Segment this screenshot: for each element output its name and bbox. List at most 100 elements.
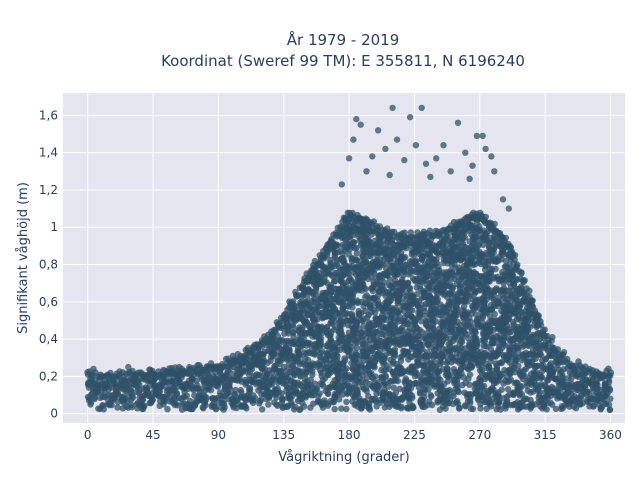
data-point xyxy=(491,310,498,318)
data-point xyxy=(242,381,249,388)
data-point xyxy=(518,269,525,276)
data-point xyxy=(343,398,350,406)
data-point xyxy=(279,396,286,403)
data-point xyxy=(372,373,379,380)
data-point xyxy=(259,406,266,413)
data-point xyxy=(340,254,347,262)
data-point xyxy=(409,307,416,314)
data-point xyxy=(193,377,200,384)
data-points xyxy=(84,104,615,414)
data-point xyxy=(482,213,489,221)
data-point xyxy=(402,318,409,325)
data-point xyxy=(537,318,544,325)
data-point xyxy=(429,377,436,384)
data-point xyxy=(394,294,401,302)
data-point xyxy=(342,357,349,364)
data-point xyxy=(526,287,533,294)
data-point xyxy=(511,252,519,259)
data-point xyxy=(391,351,399,359)
data-point xyxy=(316,390,323,397)
data-point xyxy=(429,401,436,409)
data-point xyxy=(444,365,451,372)
data-point xyxy=(466,397,474,404)
data-point xyxy=(498,359,505,367)
data-point xyxy=(445,373,452,380)
data-point xyxy=(477,405,484,412)
data-point xyxy=(108,401,115,409)
data-point xyxy=(406,284,414,292)
data-point xyxy=(427,392,434,399)
data-point xyxy=(309,371,316,378)
data-point xyxy=(374,297,381,304)
data-point xyxy=(425,386,432,393)
data-point xyxy=(520,367,528,374)
data-point xyxy=(237,386,244,394)
data-point xyxy=(325,371,332,379)
data-point xyxy=(374,292,381,300)
data-point xyxy=(552,405,560,413)
data-point xyxy=(467,318,474,325)
data-point xyxy=(450,392,457,399)
data-point xyxy=(418,318,425,325)
data-point xyxy=(232,386,239,394)
data-point xyxy=(183,392,190,399)
data-point xyxy=(338,405,345,412)
data-point xyxy=(458,337,465,345)
data-point xyxy=(415,336,422,343)
data-point xyxy=(549,401,556,408)
data-point xyxy=(517,382,524,390)
data-point xyxy=(100,406,108,413)
data-point xyxy=(399,324,406,331)
data-point xyxy=(484,260,492,267)
data-point xyxy=(290,323,297,330)
data-point xyxy=(466,371,474,378)
data-point xyxy=(376,337,383,344)
data-point xyxy=(535,312,542,319)
data-point xyxy=(323,252,331,259)
data-point xyxy=(331,318,338,325)
data-point xyxy=(349,304,356,311)
data-point xyxy=(401,229,408,236)
data-point xyxy=(419,346,426,353)
data-point xyxy=(322,265,329,272)
data-point xyxy=(402,254,409,261)
data-point xyxy=(398,394,406,401)
data-point xyxy=(387,258,394,265)
data-point xyxy=(537,351,545,359)
data-point xyxy=(242,376,249,384)
data-point xyxy=(454,305,461,312)
data-point xyxy=(314,316,321,323)
data-point xyxy=(220,406,227,413)
data-point xyxy=(313,385,321,392)
data-point xyxy=(207,387,215,394)
data-point xyxy=(203,394,210,401)
data-point xyxy=(260,351,267,358)
data-point xyxy=(317,335,325,342)
data-point xyxy=(113,390,121,397)
data-point xyxy=(433,256,440,263)
data-point xyxy=(396,364,404,371)
data-point xyxy=(370,306,377,313)
data-point xyxy=(488,269,495,276)
data-point xyxy=(343,405,350,413)
data-point xyxy=(268,381,275,388)
data-point xyxy=(352,256,359,263)
data-point xyxy=(227,385,234,393)
data-point xyxy=(497,406,504,413)
data-point xyxy=(427,284,434,292)
data-point xyxy=(504,397,511,405)
data-point xyxy=(391,322,399,329)
data-point xyxy=(409,394,416,401)
data-point xyxy=(334,242,341,249)
data-point xyxy=(301,403,308,410)
data-point xyxy=(127,386,134,393)
data-point xyxy=(437,376,444,384)
data-point xyxy=(502,234,509,242)
data-point xyxy=(491,220,498,228)
data-point xyxy=(325,390,332,397)
data-point xyxy=(291,372,298,379)
data-point xyxy=(257,396,265,404)
data-point xyxy=(343,365,350,372)
data-point xyxy=(304,356,312,364)
